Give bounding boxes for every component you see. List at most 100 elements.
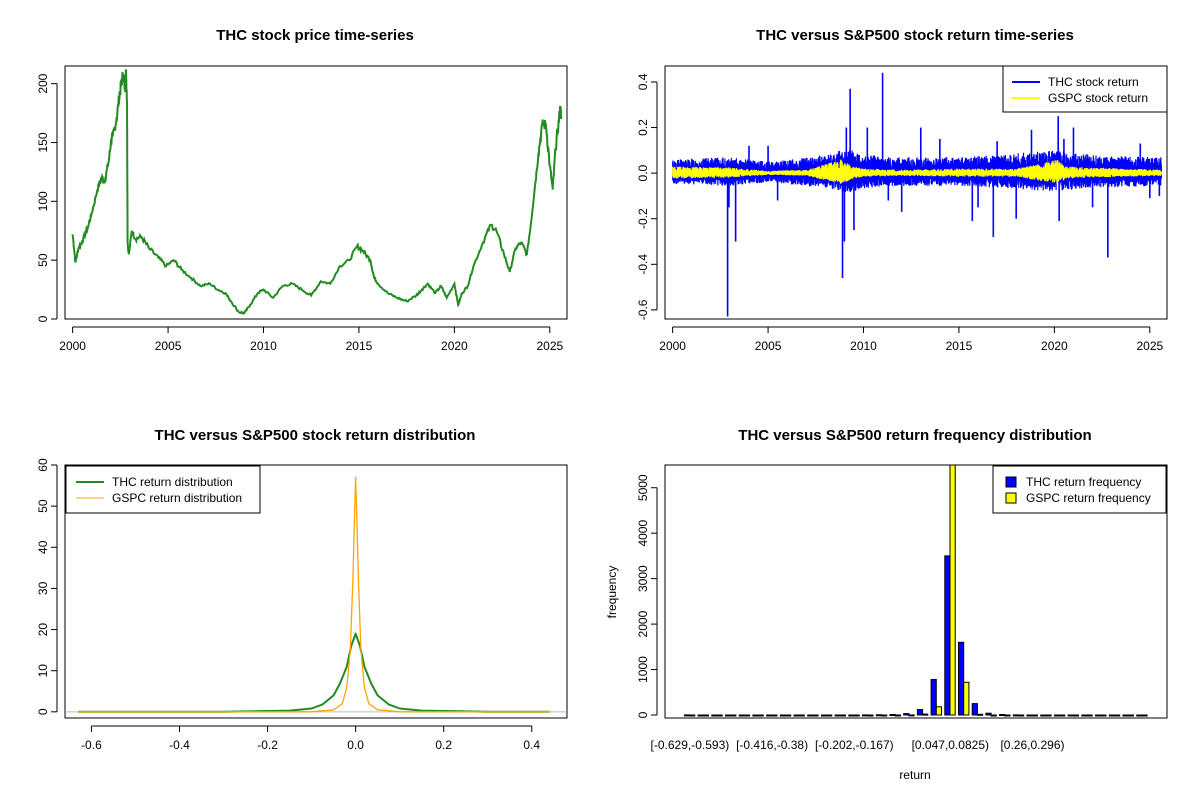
y-tick-label: 50 (36, 253, 50, 267)
y-axis: -0.6 -0.4 -0.2 0.0 0.2 0.4 (636, 73, 658, 320)
x-tick-label: 0.2 (435, 738, 452, 752)
bar (697, 714, 704, 717)
y-axis: 0 50 100 150 200 (36, 73, 58, 322)
bar (867, 714, 874, 717)
y-tick-label: 0 (36, 315, 50, 322)
bar (716, 714, 723, 717)
bar (779, 714, 786, 717)
x-tick-label: [0.047,0.0825) (912, 738, 989, 752)
y-tick-label: 150 (36, 132, 50, 152)
legend-swatch (1005, 476, 1017, 488)
x-axis-label: return (899, 768, 930, 782)
bar (971, 703, 978, 716)
bar (1086, 714, 1093, 717)
bar (894, 714, 901, 717)
x-tick-label: [0.26,0.296) (1000, 738, 1064, 752)
bar (1059, 714, 1066, 717)
bar (826, 714, 833, 717)
y-tick-label: 20 (36, 623, 50, 637)
y-axis-label: frequency (605, 566, 619, 619)
series-line (78, 632, 550, 713)
bar (853, 714, 860, 717)
y-tick-label: 50 (36, 499, 50, 513)
legend-label: GSPC return distribution (112, 491, 242, 505)
y-tick-label: 60 (36, 458, 50, 472)
bar (958, 641, 965, 716)
x-tick-label: 2020 (441, 339, 468, 353)
y-tick-label: 2000 (636, 610, 650, 637)
x-tick-label: 2000 (659, 339, 686, 353)
plot-frame (664, 464, 1168, 719)
chart-title: THC versus S&P500 stock return time-seri… (756, 27, 1074, 44)
x-tick-label: 0.4 (523, 738, 540, 752)
bar (1114, 714, 1121, 717)
y-tick-label: 1000 (636, 656, 650, 683)
bar (862, 714, 869, 717)
y-tick-label: 0.2 (636, 119, 650, 136)
bar (1018, 714, 1025, 717)
x-axis: 2000 2005 2010 2015 2020 2025 (659, 326, 1163, 353)
bar (990, 714, 997, 717)
legend-label: THC return frequency (1026, 475, 1141, 489)
y-tick-label: 0.0 (636, 164, 650, 181)
legend-label: THC return distribution (112, 475, 233, 489)
bar (1122, 714, 1129, 717)
plot-frame (64, 464, 568, 719)
series-group (71, 69, 563, 316)
y-tick-label: -0.6 (636, 299, 650, 320)
plot-frame (664, 65, 1168, 320)
x-tick-label: 2015 (946, 339, 973, 353)
y-tick-label: 200 (36, 73, 50, 93)
chart-title: THC versus S&P500 stock return distribut… (155, 427, 476, 444)
bar (711, 714, 718, 717)
y-tick-label: 5000 (636, 474, 650, 501)
bar (834, 714, 841, 717)
x-tick-label: 0.0 (347, 738, 364, 752)
bar (976, 713, 984, 716)
legend-box (1002, 65, 1168, 113)
bar (771, 714, 778, 717)
bar (875, 714, 882, 717)
x-axis: 2000 2005 2010 2015 2020 2025 (59, 326, 563, 353)
bar (1100, 714, 1107, 717)
bar (689, 714, 696, 717)
bar (1095, 714, 1102, 717)
bar (766, 714, 773, 717)
bar (793, 714, 800, 717)
x-tick-label: 2025 (1136, 339, 1163, 353)
x-tick-label: 2000 (59, 339, 86, 353)
y-tick-label: 0.4 (636, 73, 650, 90)
y-tick-label: 40 (36, 540, 50, 554)
bar (1108, 714, 1116, 717)
series-line (71, 69, 563, 316)
bar (944, 555, 951, 716)
series-group (683, 464, 1148, 717)
chart-title: THC versus S&P500 return frequency distr… (738, 427, 1091, 444)
bar (807, 714, 814, 717)
legend-swatch (1005, 492, 1017, 504)
y-tick-label: -0.4 (636, 254, 650, 275)
bar (1127, 714, 1134, 717)
bar (889, 714, 896, 716)
bar (1072, 714, 1080, 717)
x-tick-label: [-0.416,-0.38) (736, 738, 808, 752)
legend-label: GSPC stock return (1048, 91, 1148, 105)
bar (916, 709, 924, 716)
bar (820, 714, 828, 717)
bar (881, 714, 888, 717)
bar (730, 714, 737, 717)
y-axis: 0 10 20 30 40 50 60 (36, 458, 58, 715)
x-tick-label: 2025 (536, 339, 563, 353)
x-tick-label: 2005 (155, 339, 182, 353)
series-line (672, 159, 1163, 184)
y-tick-label: 100 (36, 191, 50, 211)
bar (930, 679, 937, 716)
panel-returns: THC versus S&P500 stock return time-seri… (636, 27, 1168, 353)
panel-distribution: THC versus S&P500 stock return distribut… (36, 427, 568, 752)
bar (1012, 714, 1019, 717)
y-tick-label: 3000 (636, 565, 650, 592)
bar (935, 706, 942, 716)
x-tick-label: 2020 (1041, 339, 1068, 353)
series-line (78, 476, 550, 713)
x-tick-label: 2015 (346, 339, 373, 353)
